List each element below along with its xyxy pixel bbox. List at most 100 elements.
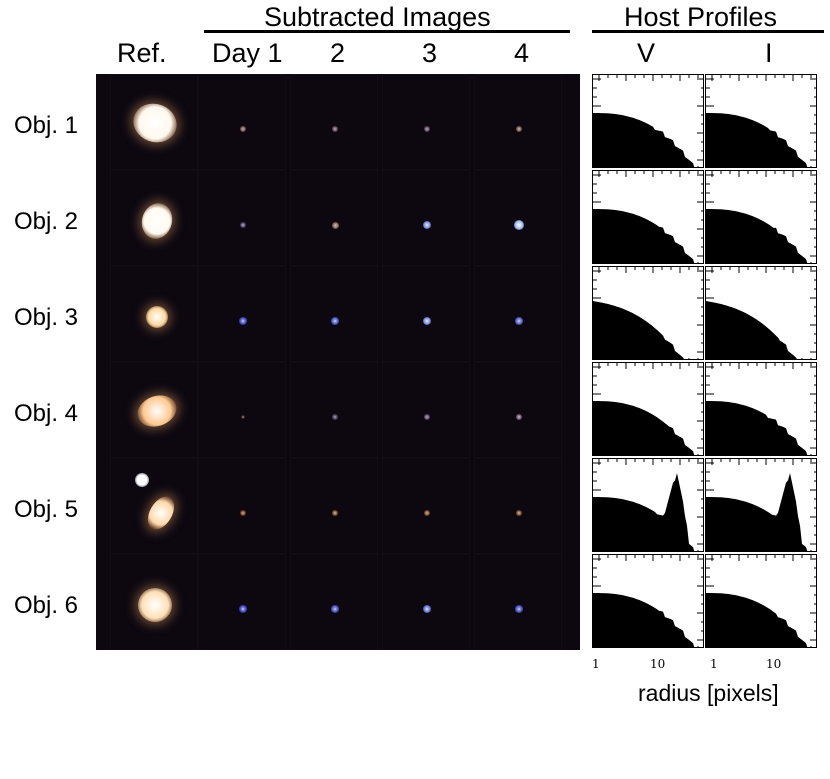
subtracted-image bbox=[474, 170, 562, 266]
object-label: Obj. 4 bbox=[14, 400, 79, 427]
day-4-column-header: 4 bbox=[514, 38, 530, 68]
i-band-profile-plot bbox=[705, 266, 817, 360]
host-profiles-rule bbox=[592, 30, 824, 33]
subtracted-image bbox=[382, 458, 470, 554]
transient-source bbox=[331, 509, 339, 517]
host-galaxy bbox=[127, 97, 183, 149]
tick-label: 10 bbox=[650, 657, 666, 671]
subtracted-images-header: Subtracted Images bbox=[264, 2, 491, 32]
v-band-header: V bbox=[637, 38, 656, 68]
transient-source bbox=[514, 220, 524, 230]
object-label: Obj. 3 bbox=[14, 304, 79, 331]
surface-brightness-profile bbox=[706, 301, 797, 359]
v-band-profile-plot bbox=[592, 170, 704, 264]
subtracted-image bbox=[474, 74, 562, 170]
transient-source bbox=[515, 413, 523, 421]
surface-brightness-profile bbox=[593, 473, 695, 551]
v-band-profile-plot bbox=[592, 458, 704, 552]
surface-brightness-profile bbox=[593, 209, 695, 263]
ref-column-header: Ref. bbox=[117, 38, 167, 68]
transient-source bbox=[422, 220, 432, 230]
tick-label: 1 bbox=[710, 657, 718, 671]
reference-image bbox=[110, 458, 198, 554]
day-1-column-header: Day 1 bbox=[212, 38, 283, 68]
host-galaxy bbox=[146, 306, 168, 328]
i-band-profile-plot bbox=[705, 458, 817, 552]
transient-source bbox=[239, 125, 247, 133]
transient-source bbox=[515, 509, 523, 517]
x-axis-label: radius [pixels] bbox=[638, 680, 779, 706]
transient-source bbox=[331, 125, 339, 133]
subtracted-image bbox=[198, 266, 286, 362]
subtracted-image bbox=[198, 74, 286, 170]
foreground-star bbox=[135, 473, 149, 487]
subtracted-image bbox=[474, 458, 562, 554]
subtracted-image bbox=[198, 362, 286, 458]
tick-label: 10 bbox=[766, 657, 782, 671]
v-band-profile-plot bbox=[592, 74, 704, 168]
surface-brightness-profile bbox=[706, 113, 808, 167]
subtracted-image bbox=[198, 554, 286, 650]
subtracted-image bbox=[382, 554, 470, 650]
v-band-profile-plot bbox=[592, 554, 704, 648]
day-2-column-header: 2 bbox=[330, 38, 346, 68]
transient-source bbox=[331, 221, 339, 229]
transient-source bbox=[331, 605, 339, 613]
host-profiles-header: Host Profiles bbox=[624, 2, 778, 32]
surface-brightness-profile bbox=[593, 113, 695, 167]
surface-brightness-profile bbox=[593, 401, 695, 455]
surface-brightness-profile bbox=[593, 301, 684, 359]
subtracted-image bbox=[290, 170, 378, 266]
transient-source bbox=[240, 414, 246, 420]
host-galaxy bbox=[142, 491, 180, 535]
transient-source bbox=[515, 125, 523, 133]
reference-image bbox=[110, 170, 198, 266]
i-band-profile-plot bbox=[705, 170, 817, 264]
transient-source bbox=[423, 125, 431, 133]
i-band-header: I bbox=[765, 38, 773, 68]
transient-source bbox=[239, 317, 247, 325]
transient-source bbox=[422, 604, 432, 614]
transient-source bbox=[239, 509, 247, 517]
transient-source bbox=[515, 317, 523, 325]
subtracted-image bbox=[382, 170, 470, 266]
v-band-profile-plot bbox=[592, 362, 704, 456]
transient-source bbox=[239, 605, 247, 613]
subtracted-image bbox=[474, 266, 562, 362]
subtracted-image bbox=[474, 554, 562, 650]
image-panel bbox=[96, 74, 580, 650]
reference-image bbox=[110, 554, 198, 650]
subtracted-image bbox=[382, 266, 470, 362]
reference-image bbox=[110, 362, 198, 458]
surface-brightness-profile bbox=[706, 473, 808, 551]
i-band-profile-plot bbox=[705, 74, 817, 168]
surface-brightness-profile bbox=[593, 593, 695, 647]
subtracted-image bbox=[198, 458, 286, 554]
subtracted-image bbox=[382, 74, 470, 170]
reference-image bbox=[110, 74, 198, 170]
subtracted-image bbox=[290, 458, 378, 554]
transient-source bbox=[331, 317, 339, 325]
object-label: Obj. 1 bbox=[14, 112, 79, 139]
transient-source bbox=[423, 413, 431, 421]
reference-image bbox=[110, 266, 198, 362]
surface-brightness-profile bbox=[706, 209, 808, 263]
object-label: Obj. 5 bbox=[14, 496, 79, 523]
subtracted-image bbox=[290, 362, 378, 458]
host-galaxy bbox=[137, 199, 177, 243]
subtracted-image bbox=[290, 74, 378, 170]
subtracted-image bbox=[474, 362, 562, 458]
subtracted-images-rule bbox=[204, 30, 570, 33]
subtracted-image bbox=[290, 554, 378, 650]
surface-brightness-profile bbox=[706, 593, 808, 647]
host-galaxy bbox=[138, 588, 172, 622]
i-band-profile-plot bbox=[705, 362, 817, 456]
transient-source bbox=[515, 605, 523, 613]
surface-brightness-profile bbox=[706, 401, 808, 455]
transient-source bbox=[332, 414, 338, 420]
transient-source bbox=[239, 221, 247, 229]
day-3-column-header: 3 bbox=[422, 38, 438, 68]
transient-source bbox=[423, 509, 431, 517]
host-galaxy bbox=[133, 390, 181, 432]
transient-source bbox=[422, 316, 432, 326]
